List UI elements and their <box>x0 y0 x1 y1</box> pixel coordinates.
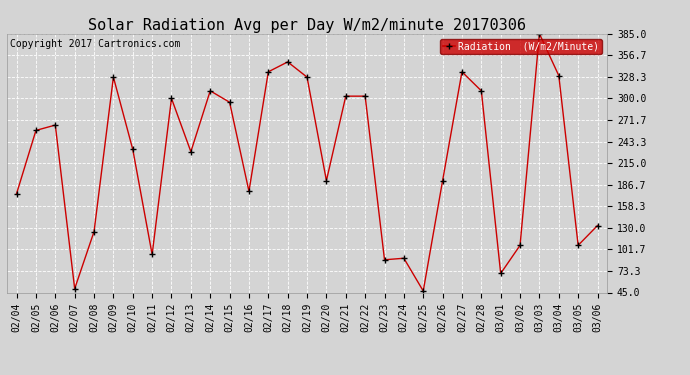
Title: Solar Radiation Avg per Day W/m2/minute 20170306: Solar Radiation Avg per Day W/m2/minute … <box>88 18 526 33</box>
Text: Copyright 2017 Cartronics.com: Copyright 2017 Cartronics.com <box>10 39 180 49</box>
Legend: Radiation  (W/m2/Minute): Radiation (W/m2/Minute) <box>440 39 602 54</box>
